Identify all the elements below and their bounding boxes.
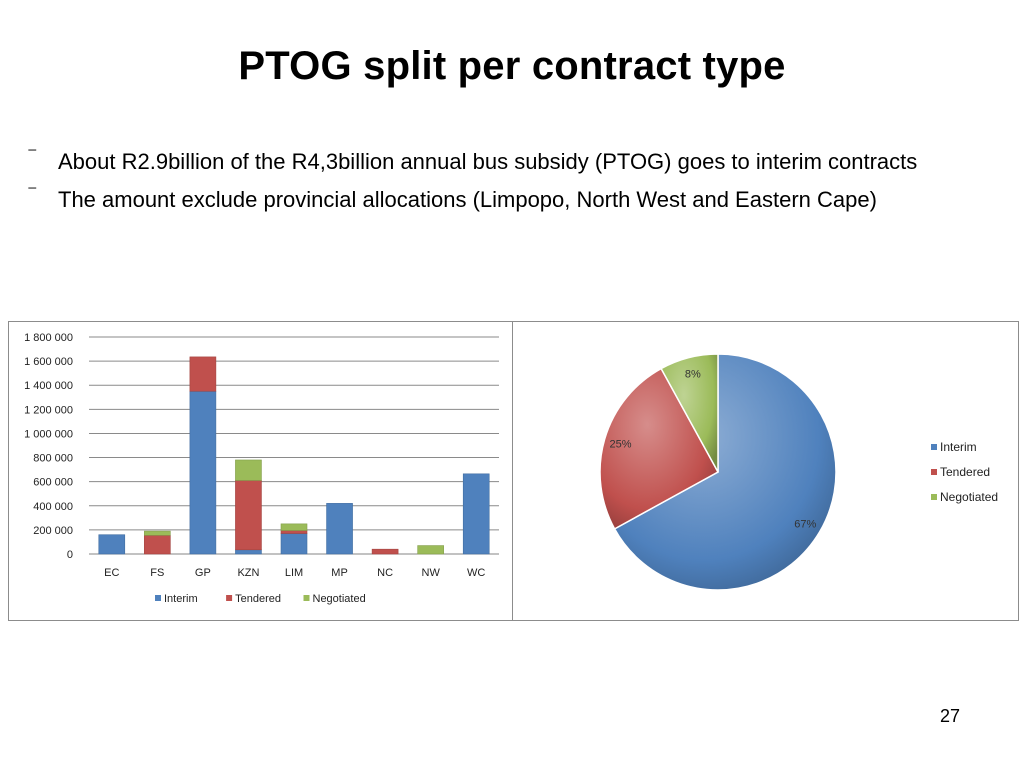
bullet-item: ⁻ The amount exclude provincial allocati… [27,181,1012,216]
legend-swatch [931,444,937,450]
bullet-mark: ⁻ [27,181,38,203]
x-tick-label: NW [422,567,441,579]
y-tick-label: 1 800 000 [24,332,73,344]
bar-segment [189,356,217,392]
bar-segment [235,549,262,555]
pie-slice [599,367,720,530]
x-tick-label: FS [150,567,164,579]
pie-chart-panel: 67% 25% 8% Interim Tendered Negotiated [512,321,1019,621]
legend-swatch [226,595,233,601]
bar-segment [235,480,262,551]
slide-title: PTOG split per contract type [238,44,786,88]
pie-data-label: 8% [685,369,701,381]
bar-segment [280,530,308,534]
legend-swatch [931,494,937,500]
bar-segment [189,390,217,555]
bullet-mark: ⁻ [27,143,38,165]
bullet-item: ⁻ About R2.9billion of the R4,3billion a… [27,143,1012,178]
y-tick-label: 0 [67,549,73,561]
bar-segment [280,523,308,531]
y-tick-label: 1 000 000 [24,428,73,440]
legend-label: Tendered [235,593,281,605]
pie-chart: 67% 25% 8% Interim Tendered Negotiated [599,353,998,591]
legend-label: Interim [940,440,977,454]
y-tick-label: 600 000 [33,477,73,489]
bar-segment [235,459,262,481]
legend-swatch [155,595,161,601]
stacked-bar-chart-panel: 0 200 000 400 000 600 000 800 000 1 000 000 1 … [8,321,513,621]
bullet-text: The amount exclude provincial allocation… [58,187,877,212]
pie-data-label: 67% [794,519,816,531]
bar-segment [144,535,171,555]
bar-segment [371,548,399,555]
x-tick-label: KZN [237,567,259,579]
y-tick-label: 800 000 [33,453,73,465]
bar-segment [98,534,126,555]
pie-data-label: 25% [609,439,631,451]
x-tick-label: GP [195,567,211,579]
legend-swatch [931,469,937,475]
bar-segment [326,503,353,555]
x-tick-label: WC [467,567,485,579]
bullet-list: ⁻ About R2.9billion of the R4,3billion a… [27,143,1012,216]
legend-label: Negotiated [313,593,366,605]
stacked-bar-chart: 0 200 000 400 000 600 000 800 000 1 000 000 1 … [24,332,499,605]
pie-slice [613,353,837,591]
y-tick-label: 1 600 000 [24,356,73,368]
bar-segment [417,545,444,555]
y-tick-label: 1 400 000 [24,380,73,392]
x-tick-label: LIM [285,567,303,579]
legend-swatch [303,595,310,601]
y-tick-label: 400 000 [33,501,73,513]
legend-label: Tendered [940,465,990,479]
legend-label: Negotiated [940,490,998,504]
x-tick-label: NC [377,567,393,579]
bar-segment [462,473,490,555]
y-tick-label: 200 000 [33,525,73,537]
y-tick-label: 1 200 000 [24,404,73,416]
x-tick-label: EC [104,567,119,579]
legend-label: Interim [164,593,198,605]
pie-slice [660,353,719,473]
bar-segment [144,530,171,536]
x-tick-label: MP [331,567,348,579]
bullet-text: About R2.9billion of the R4,3billion ann… [58,149,918,174]
bar-segment [280,533,308,555]
page-number: 27 [940,706,961,726]
